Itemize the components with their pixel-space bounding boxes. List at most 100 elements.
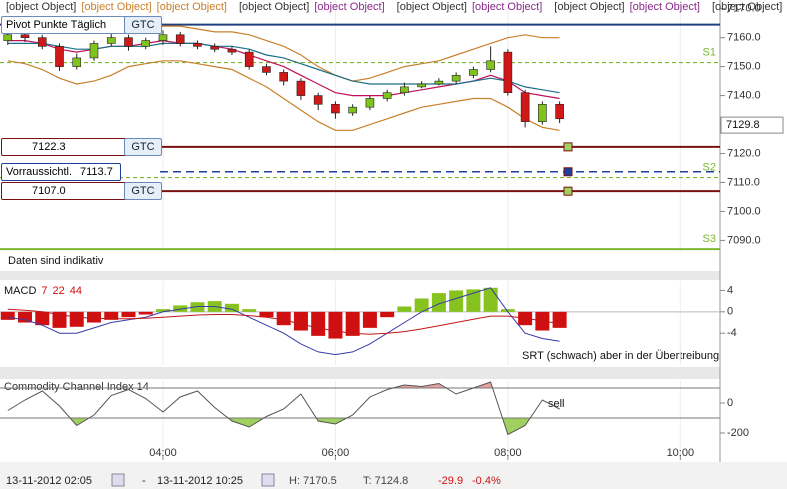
pivot-box[interactable]: Pivot Punkte Täglich GTC — [1, 16, 162, 34]
candle-body — [382, 92, 392, 99]
histogram-bar — [483, 287, 498, 312]
histogram-bar — [138, 311, 153, 315]
y-tick-label: 7120.0 — [727, 147, 761, 159]
level-label: S1 — [703, 46, 716, 58]
candle-body — [348, 106, 357, 114]
candle-body — [296, 80, 306, 96]
candle-body — [538, 103, 547, 122]
y-tick-label: 7110.0 — [727, 176, 760, 188]
candle-body — [469, 69, 478, 76]
pivot-label: Pivot Punkte Täglich — [6, 19, 107, 31]
histogram-bar — [155, 309, 170, 312]
y-tick-label: -200 — [727, 427, 749, 439]
candle-body — [106, 37, 116, 44]
candle-body — [434, 80, 444, 85]
macd-param: 44 — [70, 285, 82, 297]
header-item: [object Object] — [239, 1, 309, 13]
level-label: S3 — [703, 233, 716, 245]
gtc-button[interactable]: GTC — [124, 182, 162, 201]
y-tick-label: 7170.0 — [727, 3, 761, 15]
header-item: [object Object] — [712, 1, 782, 13]
histogram-bar — [552, 311, 567, 328]
footer-from: 13-11-2012 02:05 — [6, 475, 92, 487]
header-item: [object Object] — [157, 1, 227, 13]
calendar-icon[interactable] — [111, 473, 125, 487]
candle-body — [244, 51, 254, 67]
candle-body — [55, 46, 64, 67]
candle-body — [331, 103, 340, 114]
splitter[interactable] — [0, 367, 720, 379]
indicator-header: [object Object] [object Object] [object Ob… — [6, 1, 787, 13]
candle-body — [20, 34, 30, 38]
histogram-bar — [0, 311, 15, 320]
candle-body — [37, 37, 47, 47]
order-prefix: Vorraussichtl. — [6, 165, 73, 178]
signal-line — [7, 308, 560, 335]
histogram-bar — [397, 306, 412, 312]
footer-to: 13-11-2012 10:25 — [157, 475, 243, 487]
header-item: [object Object] — [397, 1, 467, 13]
candle-body — [313, 95, 323, 105]
y-tick-label: 7150.0 — [727, 61, 761, 73]
histogram-bar — [121, 311, 136, 318]
splitter[interactable] — [0, 271, 720, 280]
candle-body — [417, 83, 426, 88]
histogram-bar — [311, 311, 326, 336]
level-label: S2 — [703, 161, 716, 173]
gtc-button[interactable]: GTC — [124, 137, 162, 156]
y-tick-label: 7090.0 — [727, 234, 761, 246]
candle-body — [451, 75, 461, 82]
macd-param: 22 — [53, 285, 65, 297]
histogram-bar — [328, 311, 343, 339]
footer-high: H: 7170.5 — [289, 475, 337, 487]
x-tick-label: 08:00 — [494, 447, 522, 459]
histogram-bar — [466, 289, 481, 312]
order-box[interactable]: 7122.3 GTC — [1, 137, 162, 156]
candle-body — [279, 72, 288, 82]
histogram-bar — [104, 311, 119, 320]
order-marker — [563, 142, 573, 152]
y-tick-label: 4 — [727, 284, 733, 296]
notice: Daten sind indikativ — [8, 255, 104, 267]
histogram-bar — [242, 309, 257, 312]
last-price-label: 7129.8 — [726, 119, 760, 131]
header-item: [object Object] — [6, 1, 76, 13]
calendar-icon[interactable] — [261, 473, 275, 487]
y-tick-label: -4 — [727, 327, 737, 339]
order-price: 7107.0 — [32, 185, 66, 198]
y-tick-label: 0 — [727, 306, 733, 318]
gtc-button[interactable]: GTC — [124, 16, 162, 34]
order-box[interactable]: Vorraussichtl. 7113.7 — [1, 162, 121, 181]
footer-sep: - — [142, 475, 146, 487]
macd-line — [7, 287, 560, 356]
candle-body — [72, 57, 82, 67]
candle-body — [3, 34, 13, 41]
candle-body — [158, 34, 168, 41]
candle-body — [365, 98, 375, 108]
y-tick-label: 7100.0 — [727, 205, 761, 217]
histogram-bar — [86, 311, 101, 323]
indicator-line — [7, 60, 560, 131]
histogram-bar — [380, 311, 395, 318]
candle-body — [124, 37, 133, 47]
cci-title: Commodity Channel Index 14 — [4, 381, 149, 393]
histogram-bar — [35, 311, 50, 326]
candle-body — [262, 66, 271, 73]
order-price: 7122.3 — [32, 140, 66, 153]
histogram-bar — [276, 311, 291, 326]
y-tick-label: 7160.0 — [727, 32, 761, 44]
candle-body — [520, 92, 530, 122]
order-price: 7113.7 — [80, 165, 113, 178]
order-box[interactable]: 7107.0 GTC — [1, 182, 162, 201]
header-item: [object Object] — [314, 1, 384, 13]
macd-annotation: SRT (schwach) aber in der Übertreibung — [522, 350, 719, 362]
candle-body — [89, 43, 99, 59]
candle-body — [486, 60, 495, 70]
macd-param: 7 — [41, 285, 47, 297]
histogram-bar — [224, 303, 239, 312]
footer-change: -29.9 — [438, 475, 463, 487]
histogram-bar — [293, 311, 308, 331]
header-item: [object Object] — [630, 1, 700, 13]
